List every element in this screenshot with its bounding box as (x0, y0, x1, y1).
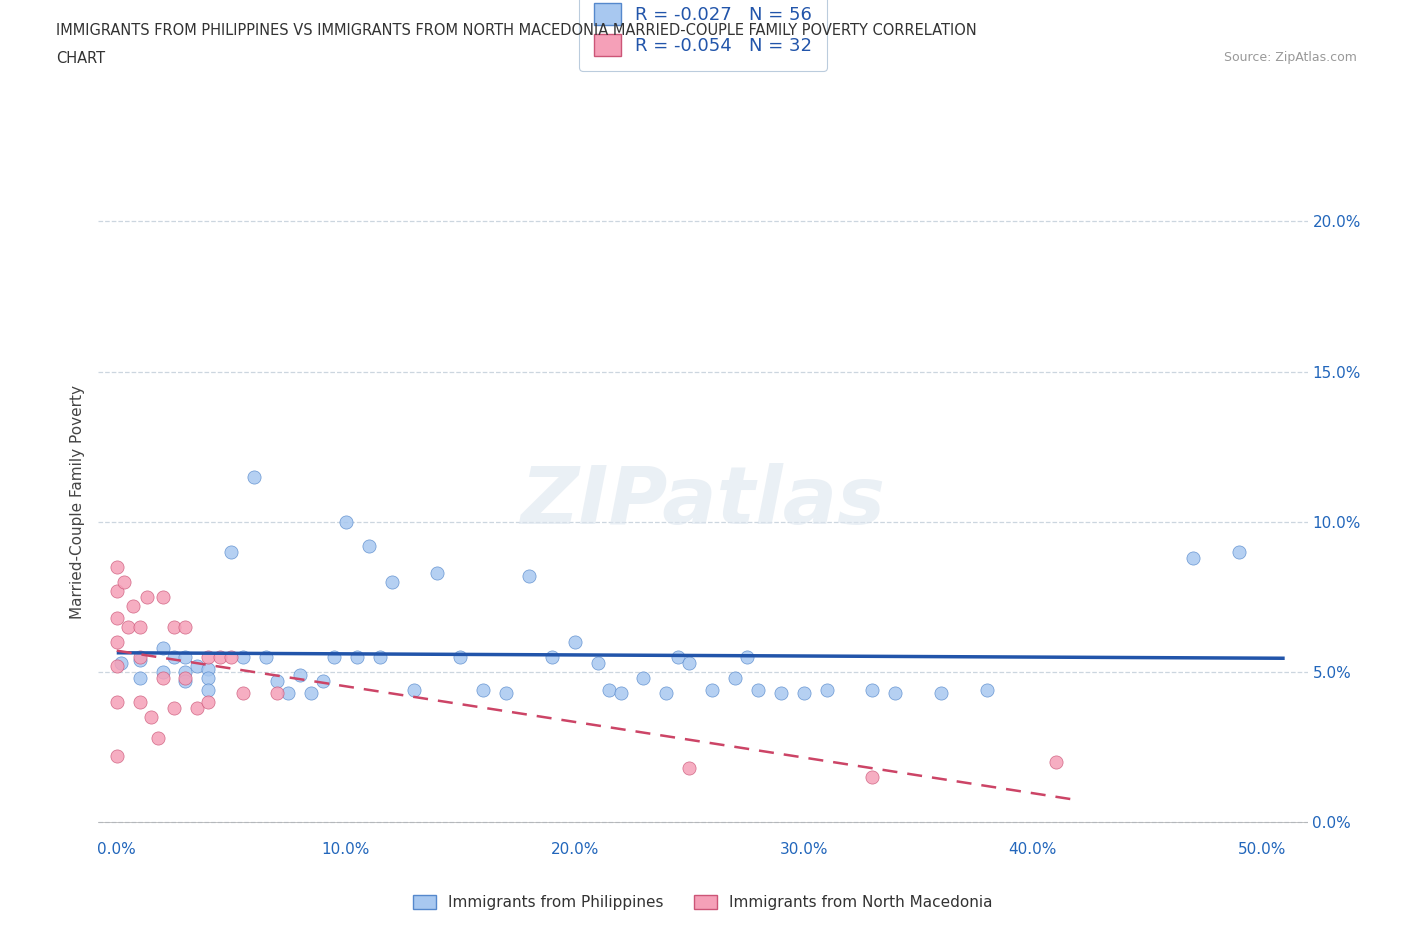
Point (174, 619, 197, 634)
Point (277, 685, 299, 700)
Point (112, 575, 135, 590)
Point (862, 683, 884, 698)
Point (135, 590, 157, 604)
Point (152, 664, 174, 679)
Text: CHART: CHART (56, 51, 105, 66)
Point (1227, 544, 1250, 559)
Point (266, 673, 288, 688)
Point (128, 619, 150, 634)
Point (735, 649, 758, 664)
Point (884, 685, 907, 700)
Point (186, 700, 208, 715)
Point (163, 649, 186, 664)
Point (633, 671, 655, 685)
Point (815, 683, 838, 698)
Point (266, 685, 288, 700)
Point (769, 685, 792, 700)
Point (197, 649, 219, 664)
Point (929, 685, 952, 700)
Point (655, 685, 678, 700)
Point (105, 610, 128, 625)
Point (678, 656, 700, 671)
Point (702, 683, 724, 698)
Point (105, 658, 128, 673)
Point (335, 514, 357, 529)
Point (197, 671, 219, 685)
Point (117, 619, 139, 634)
Point (793, 685, 815, 700)
Point (139, 710, 162, 724)
Point (128, 695, 150, 710)
Point (368, 649, 391, 664)
Point (346, 649, 368, 664)
Point (724, 671, 747, 685)
Text: IMMIGRANTS FROM PHILIPPINES VS IMMIGRANTS FROM NORTH MACEDONIA MARRIED-COUPLE FA: IMMIGRANTS FROM PHILIPPINES VS IMMIGRANT… (56, 23, 977, 38)
Point (609, 685, 631, 700)
Point (232, 685, 254, 700)
Point (540, 649, 562, 664)
Point (404, 683, 426, 698)
Point (105, 634, 128, 649)
Point (495, 685, 517, 700)
Point (586, 656, 609, 671)
Point (105, 559, 128, 574)
Point (254, 649, 277, 664)
Point (128, 653, 150, 668)
Point (219, 544, 242, 559)
Text: Source: ZipAtlas.com: Source: ZipAtlas.com (1223, 51, 1357, 64)
Point (862, 769, 884, 784)
Point (174, 664, 197, 679)
Point (312, 673, 335, 688)
Point (1045, 754, 1067, 769)
Point (219, 649, 242, 664)
Point (449, 649, 471, 664)
Point (243, 470, 266, 485)
Point (146, 730, 169, 745)
Legend: Immigrants from Philippines, Immigrants from North Macedonia: Immigrants from Philippines, Immigrants … (406, 889, 1000, 916)
Point (323, 649, 346, 664)
Point (174, 671, 197, 685)
Point (288, 668, 311, 683)
Point (380, 575, 402, 590)
Point (121, 598, 143, 613)
Point (163, 700, 186, 715)
Point (105, 695, 128, 710)
Point (174, 649, 197, 664)
Point (517, 568, 540, 583)
Point (598, 683, 620, 698)
Point (174, 673, 197, 688)
Text: ZIPatlas: ZIPatlas (520, 463, 886, 541)
Point (152, 671, 174, 685)
Point (152, 590, 174, 604)
Point (128, 671, 150, 685)
Point (472, 683, 495, 698)
Point (110, 656, 132, 671)
Point (105, 749, 128, 764)
Y-axis label: Married-Couple Family Poverty: Married-Couple Family Poverty (70, 385, 86, 619)
Point (678, 761, 700, 776)
Point (299, 685, 322, 700)
Point (232, 649, 254, 664)
Point (163, 619, 186, 634)
Point (1182, 551, 1205, 565)
Point (666, 649, 689, 664)
Point (197, 661, 219, 676)
Point (208, 649, 231, 664)
Point (426, 565, 449, 580)
Point (357, 538, 380, 553)
Point (197, 683, 219, 698)
Point (564, 634, 586, 649)
Point (747, 683, 769, 698)
Point (128, 649, 150, 664)
Point (186, 658, 208, 673)
Point (197, 695, 219, 710)
Point (976, 683, 998, 698)
Point (152, 641, 174, 656)
Point (105, 583, 128, 598)
